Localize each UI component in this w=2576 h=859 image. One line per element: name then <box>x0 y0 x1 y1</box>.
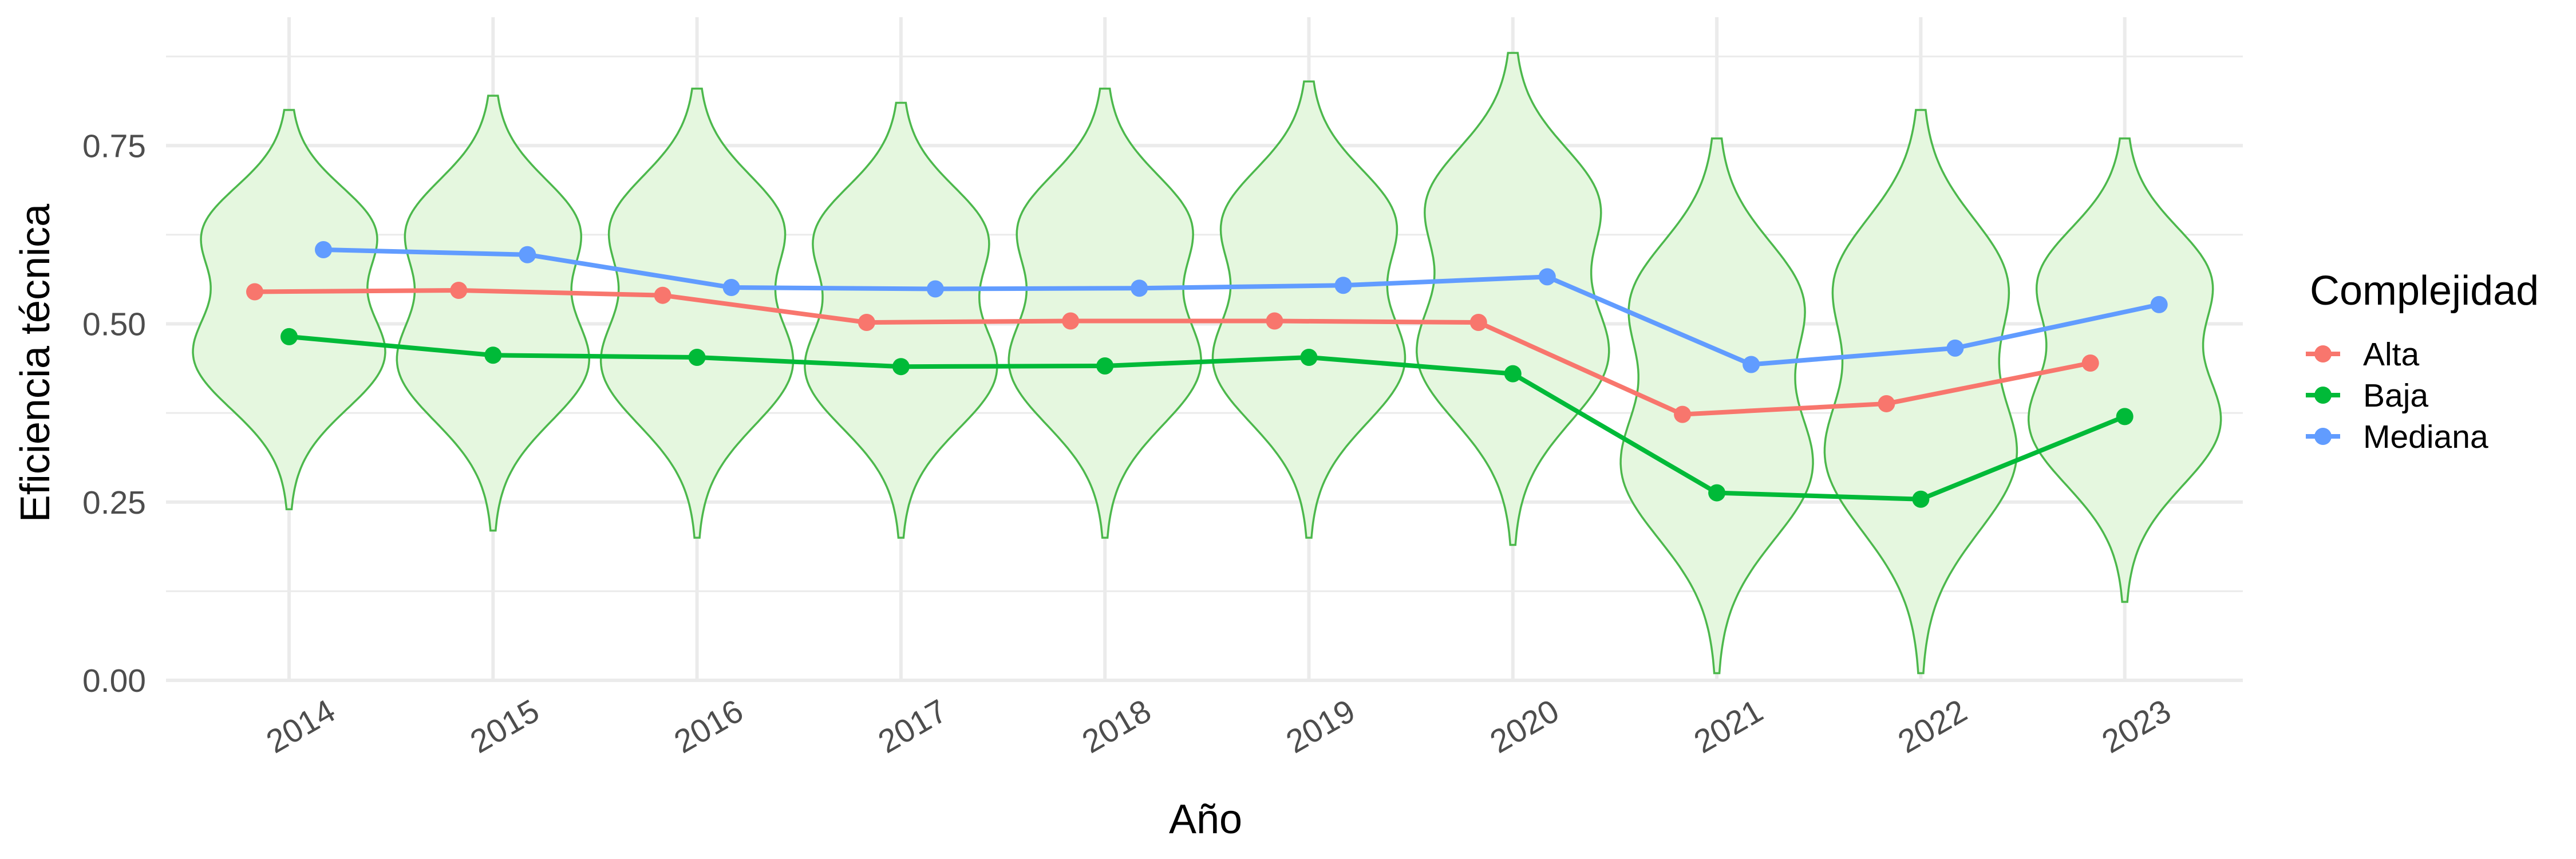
y-tick-label: 0.75 <box>82 128 146 164</box>
point-mediana-2016 <box>722 279 740 297</box>
point-mediana-2015 <box>519 246 536 263</box>
series-line-alta <box>254 287 2091 417</box>
point-baja-2015 <box>484 346 502 364</box>
violin-2014 <box>192 109 386 510</box>
legend-item-mediana: Mediana <box>2306 419 2488 455</box>
y-tick-label: 0.00 <box>82 663 146 699</box>
point-alta-2022 <box>1878 395 1895 412</box>
point-alta-2018 <box>1062 312 1080 330</box>
series-lines <box>254 247 2160 502</box>
point-mediana-2021 <box>1743 356 1760 373</box>
legend-items: Alta Baja Mediana <box>2306 336 2488 455</box>
point-mediana-2023 <box>2150 295 2168 313</box>
point-baja-2021 <box>1708 484 1726 502</box>
violin-2016 <box>599 87 795 539</box>
y-tick-label: 0.25 <box>82 484 146 521</box>
violin-2018 <box>1008 87 1202 539</box>
point-alta-2016 <box>654 286 671 304</box>
point-mediana-2017 <box>926 280 944 298</box>
legend-key-point <box>2314 428 2332 445</box>
y-axis-title: Eficiencia técnica <box>13 203 58 522</box>
legend-key-point <box>2314 387 2332 404</box>
series-points <box>246 241 2168 508</box>
violins <box>192 52 2222 675</box>
point-baja-2023 <box>2116 408 2134 425</box>
legend-label: Mediana <box>2363 419 2488 455</box>
series-line-baja <box>289 334 2126 502</box>
point-baja-2018 <box>1096 357 1114 375</box>
series-line-mediana <box>323 247 2160 367</box>
point-mediana-2022 <box>1946 339 1964 357</box>
legend-item-baja: Baja <box>2306 377 2428 414</box>
violin-2020 <box>1416 52 1610 546</box>
point-baja-2014 <box>280 328 298 345</box>
point-alta-2020 <box>1469 314 1487 332</box>
point-mediana-2014 <box>315 241 332 259</box>
legend-title: Complejidad <box>2310 268 2539 314</box>
violin-2022 <box>1823 109 2018 675</box>
point-mediana-2018 <box>1131 279 1148 297</box>
point-mediana-2020 <box>1538 268 1556 286</box>
point-mediana-2019 <box>1334 277 1352 294</box>
legend-label: Alta <box>2363 336 2420 373</box>
legend-label: Baja <box>2363 377 2428 414</box>
x-axis-title: Año <box>1169 797 1242 842</box>
point-alta-2021 <box>1674 405 1692 423</box>
point-baja-2017 <box>892 358 910 376</box>
violin-2015 <box>396 94 591 532</box>
point-alta-2017 <box>858 314 875 332</box>
legend-item-alta: Alta <box>2306 336 2420 373</box>
point-alta-2019 <box>1266 312 1283 330</box>
point-alta-2015 <box>450 281 468 299</box>
point-alta-2023 <box>2081 354 2099 372</box>
point-alta-2014 <box>246 283 263 301</box>
point-baja-2020 <box>1504 365 1522 383</box>
legend: Complejidad Alta Baja Mediana <box>2306 268 2539 455</box>
legend-key-point <box>2314 345 2332 362</box>
point-baja-2019 <box>1300 349 1318 367</box>
y-tick-labels: 0.00 0.25 0.50 0.75 <box>82 128 146 699</box>
point-baja-2022 <box>1912 490 1930 508</box>
violin-2019 <box>1211 80 1406 539</box>
y-tick-label: 0.50 <box>82 306 146 343</box>
point-baja-2016 <box>688 349 706 367</box>
